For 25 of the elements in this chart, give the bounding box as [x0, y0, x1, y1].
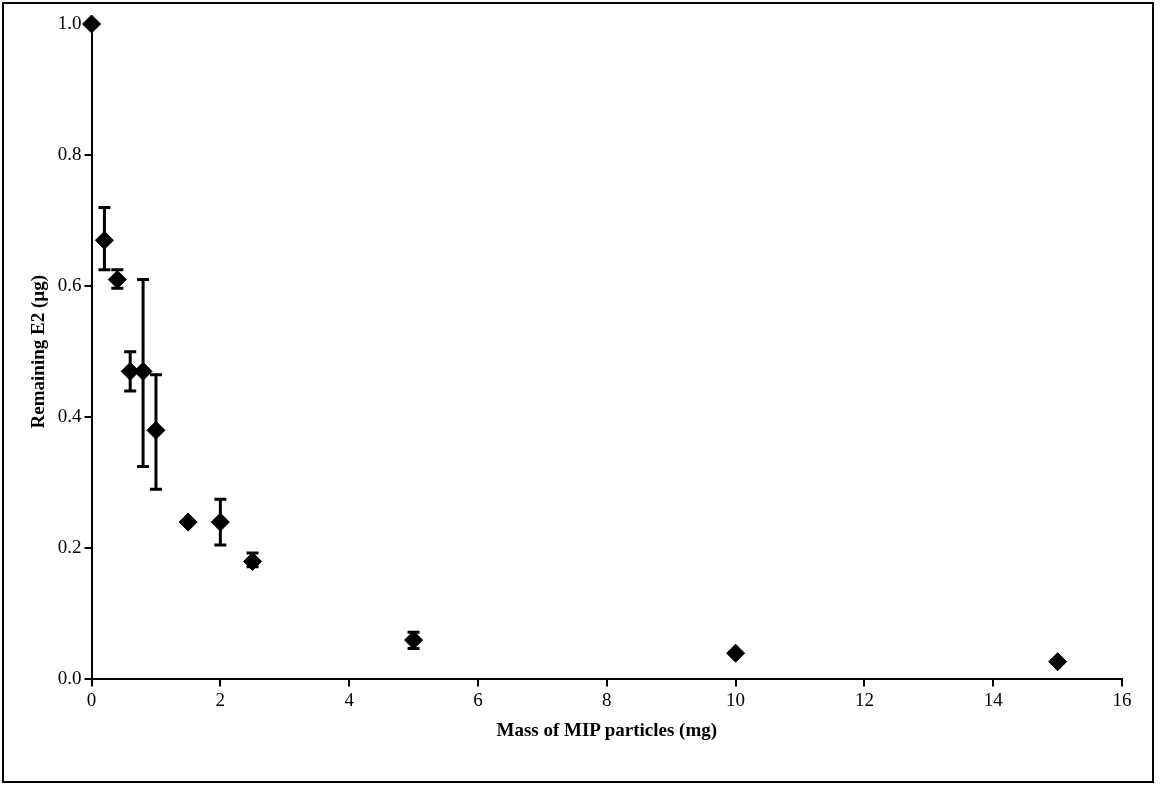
y-axis-title: Remaining E2 (µg): [27, 274, 50, 429]
x-tick-label: 8: [602, 688, 612, 710]
point: [178, 512, 198, 532]
x-tick-label: 12: [854, 688, 874, 710]
point: [726, 643, 746, 663]
x-tick-label: 6: [473, 688, 483, 710]
y-tick-label: 0.6: [57, 274, 82, 296]
x-tick-label: 4: [344, 688, 355, 710]
y-tick-label: 0.0: [57, 667, 82, 689]
point: [1048, 652, 1068, 672]
y-tick-label: 0.4: [57, 405, 83, 427]
y-tick-label: 1.0: [57, 11, 82, 33]
y-tick-label: 0.2: [57, 536, 82, 558]
point: [94, 230, 114, 250]
x-tick-label: 0: [86, 688, 97, 710]
point: [82, 14, 102, 34]
x-axis-title: Mass of MIP particles (mg): [496, 718, 718, 741]
y-tick-label: 0.8: [57, 143, 82, 165]
x-tick-label: 14: [983, 688, 1004, 710]
x-tick-label: 10: [726, 688, 746, 710]
point: [146, 420, 166, 440]
x-tick-label: 2: [215, 688, 226, 710]
point: [133, 361, 153, 381]
x-tick-label: 16: [1112, 688, 1132, 710]
point: [210, 512, 230, 532]
